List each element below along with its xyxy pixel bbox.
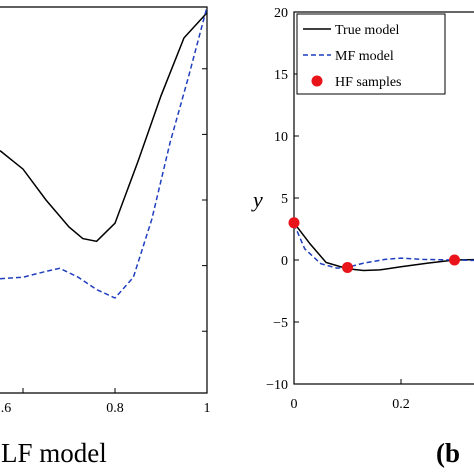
legend-true-model-label: True model — [335, 23, 400, 38]
right-y-tick-label: 0 — [281, 254, 288, 269]
left-ticks — [22, 68, 208, 393]
right-y-tick-label: −5 — [273, 316, 288, 331]
right-x-tick-label: 0.2 — [392, 397, 410, 412]
right-series — [288, 217, 474, 273]
left-x-tick-label: 0.8 — [106, 401, 124, 416]
true-model-curve — [293, 222, 474, 272]
left-caption: LF model — [1, 438, 107, 468]
right-caption: (b — [436, 438, 460, 468]
right-y-tick-label: 5 — [281, 192, 288, 207]
legend-hf-samples-marker — [311, 75, 323, 87]
right-ticks — [293, 11, 402, 385]
y-axis-label: y — [251, 187, 263, 212]
mf-model-curve — [293, 223, 474, 269]
hf-sample-point — [449, 254, 460, 266]
right-y-tick-label: 10 — [274, 130, 288, 145]
left-x-tick-label: 1 — [204, 401, 211, 416]
left-tick-labels: .6 0.8 1 — [1, 401, 211, 416]
legend: True model MF model HF samples — [296, 13, 446, 95]
right-y-tick-label: 20 — [274, 6, 288, 21]
left-series — [0, 6, 208, 299]
left-x-tick-label: .6 — [1, 401, 12, 416]
left-solid-curve — [0, 12, 208, 243]
hf-sample-point — [342, 261, 353, 273]
left-dashed-curve — [0, 6, 208, 299]
legend-hf-samples-label: HF samples — [335, 75, 402, 90]
legend-mf-model-label: MF model — [335, 49, 394, 64]
hf-sample-point — [288, 217, 300, 229]
left-panel: .6 0.8 1 LF model — [0, 6, 211, 468]
right-x-tick-label: 0 — [291, 397, 298, 412]
right-y-tick-label: −10 — [266, 378, 288, 393]
left-axes-frame — [0, 6, 208, 394]
right-y-tick-label: 15 — [274, 68, 288, 83]
